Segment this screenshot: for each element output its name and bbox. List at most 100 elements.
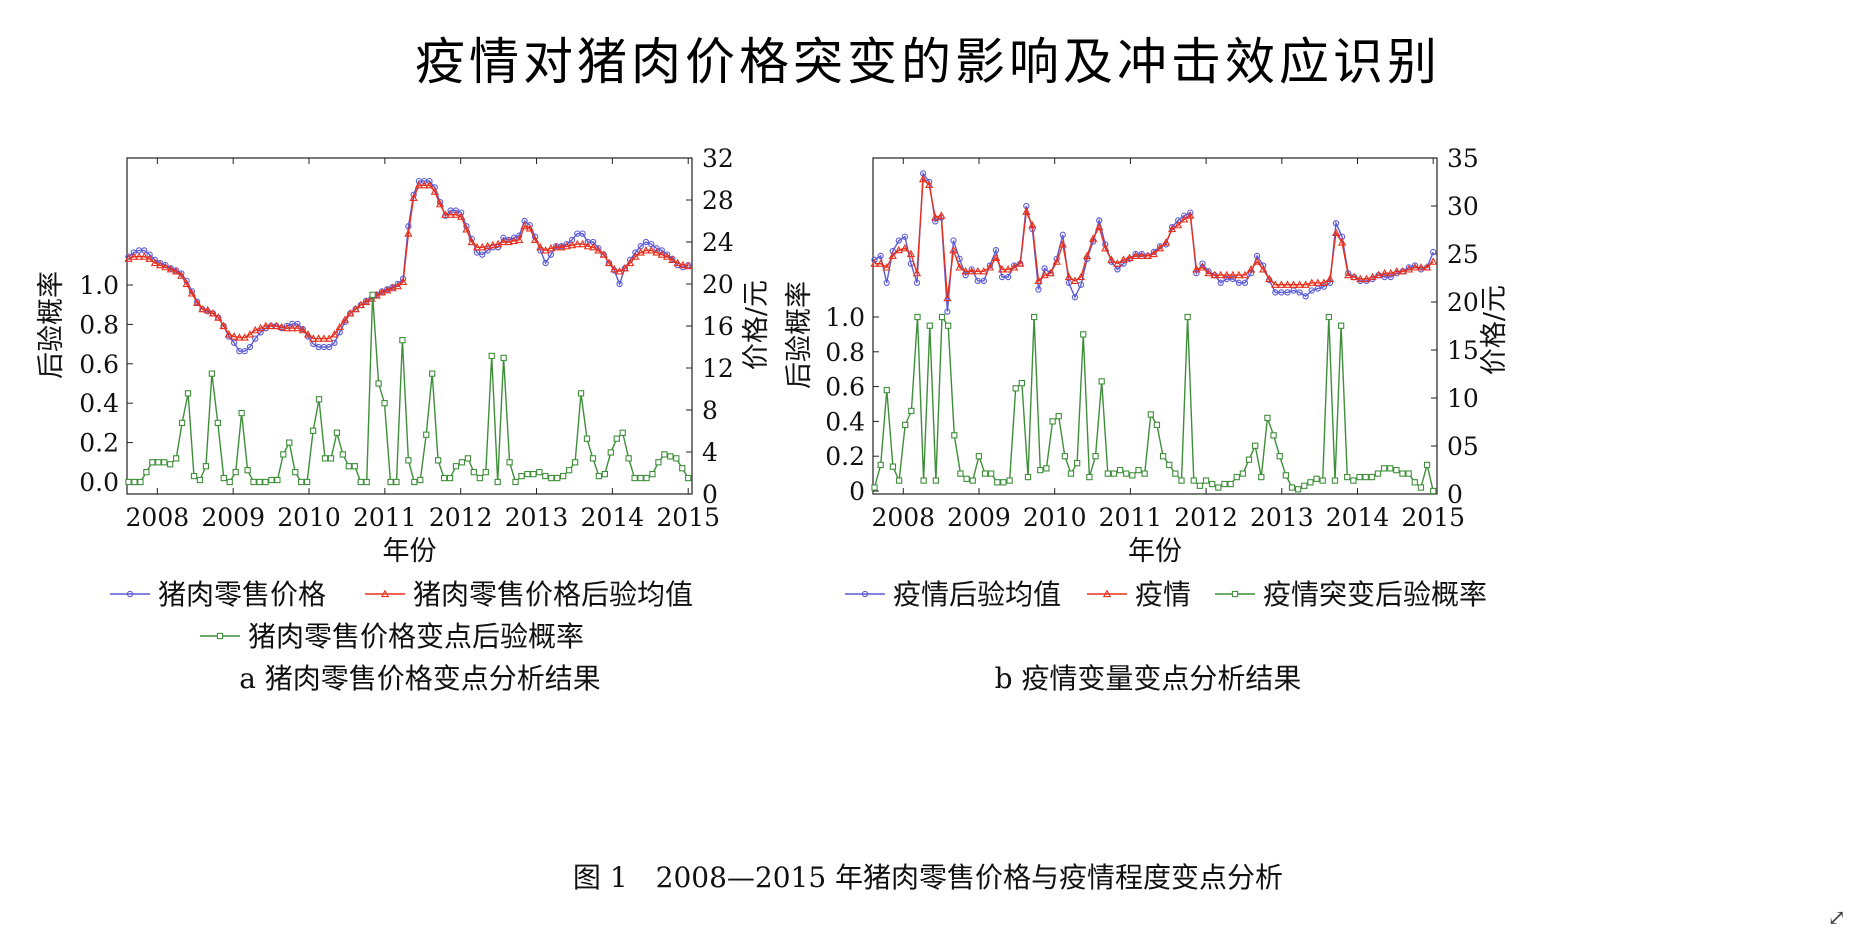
data-point bbox=[902, 421, 909, 429]
data-point bbox=[309, 334, 318, 342]
data-point bbox=[377, 288, 387, 296]
data-point bbox=[1387, 465, 1394, 472]
data-point bbox=[426, 177, 433, 185]
data-point bbox=[1098, 378, 1105, 385]
data-point bbox=[937, 211, 946, 219]
data-point bbox=[969, 477, 976, 484]
data-point bbox=[472, 242, 482, 251]
data-point bbox=[1070, 276, 1080, 284]
data-point bbox=[1362, 274, 1371, 283]
data-point bbox=[1061, 453, 1068, 460]
data-point bbox=[1331, 228, 1341, 236]
x-tick-label: 2015 bbox=[1401, 503, 1465, 532]
data-point bbox=[280, 451, 287, 458]
data-point bbox=[1037, 466, 1044, 474]
data-point bbox=[1137, 251, 1146, 260]
legend-label: 疫情 bbox=[1135, 578, 1191, 611]
data-point bbox=[330, 330, 339, 338]
data-point bbox=[1356, 274, 1365, 283]
data-point bbox=[1362, 473, 1369, 481]
data-point bbox=[980, 277, 987, 285]
data-point bbox=[293, 323, 302, 332]
legend-label: 猪肉零售价格变点后验概率 bbox=[248, 620, 584, 653]
data-point bbox=[509, 236, 519, 245]
data-point bbox=[1270, 432, 1277, 439]
data-point bbox=[229, 332, 239, 340]
data-point bbox=[167, 461, 174, 468]
data-point bbox=[1123, 470, 1130, 477]
data-point bbox=[252, 335, 259, 342]
data-point bbox=[1107, 255, 1116, 263]
data-point bbox=[462, 225, 471, 233]
data-point bbox=[1064, 272, 1073, 281]
data-point bbox=[1386, 268, 1395, 277]
data-point bbox=[515, 235, 524, 244]
data-point bbox=[1101, 243, 1110, 252]
data-point bbox=[1259, 265, 1268, 273]
data-point bbox=[961, 266, 970, 275]
data-point bbox=[1174, 220, 1183, 229]
data-point bbox=[435, 199, 445, 208]
plot-frame bbox=[872, 157, 1438, 495]
data-point bbox=[631, 474, 638, 482]
data-point bbox=[409, 193, 418, 202]
data-point bbox=[1271, 280, 1280, 288]
data-point bbox=[238, 409, 245, 417]
data-point bbox=[387, 478, 394, 486]
data-point bbox=[1204, 268, 1213, 277]
data-point bbox=[913, 279, 921, 286]
data-point bbox=[499, 237, 508, 246]
data-point bbox=[1356, 473, 1363, 481]
series-0 bbox=[125, 177, 692, 355]
data-point bbox=[393, 478, 400, 486]
data-point bbox=[1387, 273, 1394, 281]
series-line bbox=[874, 177, 1434, 299]
y-right-tick-label: 25 bbox=[1447, 240, 1479, 269]
data-point bbox=[661, 451, 668, 458]
data-point bbox=[962, 271, 969, 279]
data-point bbox=[375, 380, 382, 387]
x-tick-label: 2011 bbox=[353, 503, 417, 532]
data-point bbox=[616, 280, 623, 288]
data-point bbox=[1180, 215, 1189, 223]
data-point bbox=[1258, 473, 1265, 481]
data-point bbox=[1082, 251, 1092, 260]
data-point bbox=[452, 463, 460, 470]
data-point bbox=[625, 455, 632, 462]
data-point bbox=[877, 461, 884, 469]
data-point bbox=[926, 322, 933, 329]
data-point bbox=[298, 478, 305, 486]
data-point bbox=[1265, 274, 1274, 283]
data-point bbox=[541, 246, 550, 254]
x-tick-label: 2009 bbox=[947, 503, 1011, 532]
data-point bbox=[1301, 280, 1310, 288]
data-point bbox=[1155, 243, 1165, 252]
resize-icon[interactable]: ⤢ bbox=[1827, 906, 1846, 931]
y-right-tick-label: 4 bbox=[702, 438, 718, 467]
data-point bbox=[331, 339, 338, 346]
data-point bbox=[560, 472, 567, 480]
data-point bbox=[333, 429, 341, 436]
data-point bbox=[1325, 274, 1335, 283]
data-point bbox=[883, 386, 890, 394]
y-right-tick-label: 32 bbox=[702, 144, 734, 173]
data-point bbox=[277, 322, 286, 331]
data-point bbox=[1018, 379, 1026, 387]
data-point bbox=[1092, 453, 1099, 460]
data-point bbox=[918, 174, 928, 183]
data-point bbox=[920, 477, 927, 484]
data-point bbox=[1181, 212, 1188, 219]
y-right-tick-label: 35 bbox=[1447, 144, 1479, 173]
data-point bbox=[673, 258, 682, 267]
data-point bbox=[1295, 280, 1304, 288]
data-point bbox=[1217, 279, 1224, 286]
legend-label: 疫情突变后验概率 bbox=[1263, 578, 1487, 611]
data-point bbox=[1245, 456, 1253, 463]
y-right-tick-label: 20 bbox=[702, 270, 734, 299]
data-point bbox=[1325, 313, 1332, 321]
data-point bbox=[988, 470, 995, 477]
data-point bbox=[1000, 479, 1007, 486]
y-right-tick-label: 28 bbox=[702, 186, 734, 215]
data-point bbox=[512, 478, 519, 486]
x-tick-label: 2010 bbox=[277, 503, 341, 532]
